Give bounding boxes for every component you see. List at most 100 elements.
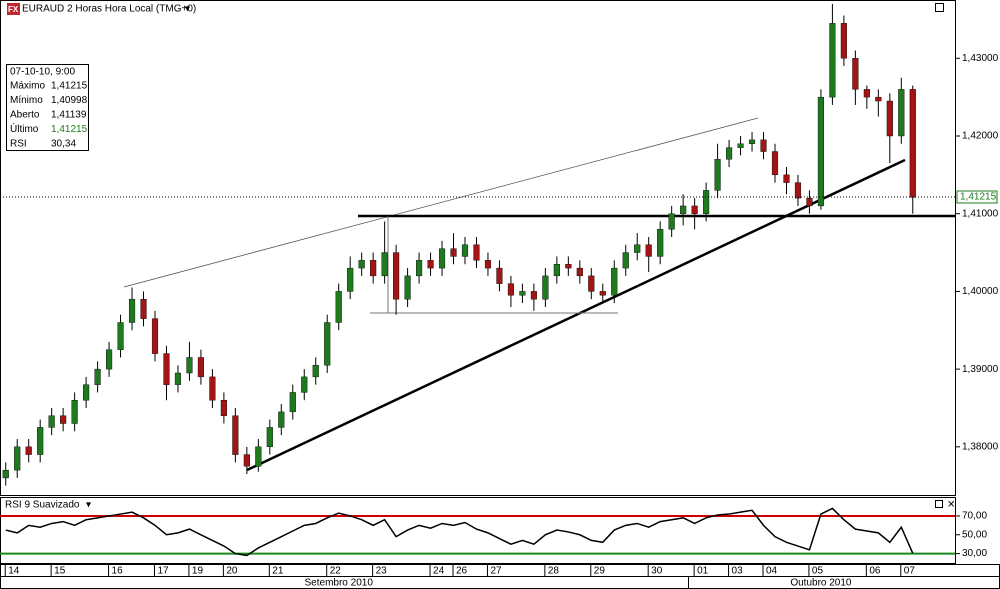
candle-body <box>852 58 859 90</box>
candle-body <box>817 96 824 207</box>
candle-body <box>703 190 710 214</box>
candle-body <box>438 248 446 269</box>
candle-body <box>806 197 813 207</box>
candle-body <box>2 469 9 479</box>
candle-body <box>312 365 319 378</box>
x-tick-label: 04 <box>766 566 778 577</box>
x-tick-label: 06 <box>869 566 881 577</box>
info-box-frame <box>6 64 89 151</box>
candle-body <box>151 318 159 354</box>
candle-body <box>347 267 354 292</box>
candle-body <box>599 291 606 296</box>
info-label: Máximo <box>10 81 45 92</box>
candle-body <box>266 427 273 448</box>
candle-body <box>209 376 216 401</box>
candle-body <box>163 353 170 385</box>
candle-body <box>117 322 124 350</box>
x-tick-label: 29 <box>594 566 606 577</box>
candle-body <box>450 248 457 257</box>
fx-icon <box>7 3 20 15</box>
candle-body <box>220 399 227 416</box>
candle-body <box>507 283 514 296</box>
candle-body <box>519 291 526 296</box>
x-tick-label: 23 <box>376 566 388 577</box>
x-tick-label: 03 <box>732 566 744 577</box>
month-label: Outubro 2010 <box>790 578 852 589</box>
candle-body <box>771 151 779 176</box>
rsi-maximize-button[interactable] <box>935 500 943 508</box>
rsi-dropdown[interactable]: ▾ <box>86 500 91 511</box>
y-tick-label: 30,00 <box>962 548 987 559</box>
candle-body <box>71 399 78 424</box>
candle-body <box>255 446 262 467</box>
candle-body <box>232 415 239 455</box>
candle-body <box>37 427 44 455</box>
info-value: 30,34 <box>51 139 76 150</box>
candle-body <box>863 89 870 98</box>
candle-body <box>875 96 882 102</box>
candle-body <box>668 213 675 230</box>
info-value: 1,41215 <box>51 81 88 92</box>
candle-body <box>634 244 641 253</box>
y-tick-label: 1,43000 <box>962 53 999 64</box>
candle-body <box>381 252 388 277</box>
rsi-close-button[interactable]: ✕ <box>947 500 955 511</box>
info-box: 07-10-10, 9:00 Máximo 1,41215 Mínimo 1,4099… <box>6 64 89 151</box>
x-tick-label: 27 <box>490 566 502 577</box>
candle-body <box>324 322 331 366</box>
candle-body <box>358 260 365 269</box>
x-tick-label: 21 <box>272 566 284 577</box>
x-tick-label: 20 <box>226 566 238 577</box>
chart-title: EURAUD 2 Horas Hora Local (TMG+0) <box>22 4 196 15</box>
candle-body <box>393 252 400 300</box>
candle-body <box>278 411 285 428</box>
candle-body <box>898 89 905 137</box>
x-tick-label: 24 <box>433 566 445 577</box>
candle-body <box>186 357 193 374</box>
candle-body <box>576 267 583 277</box>
candle-body <box>83 384 90 401</box>
candle-body <box>128 298 136 323</box>
y-tick-label: 70,00 <box>962 511 987 522</box>
candle-body <box>427 260 434 269</box>
candle-body <box>760 139 767 152</box>
x-tick-label: 28 <box>548 566 560 577</box>
y-tick-label: 1,42000 <box>962 131 999 142</box>
candle-body <box>25 446 32 455</box>
last-price-label: 1,41215 <box>960 192 997 203</box>
y-tick-label: 1,38000 <box>962 441 999 452</box>
x-tick-label: 17 <box>157 566 169 577</box>
candle-body <box>461 244 469 257</box>
candle-body <box>289 392 296 413</box>
month-label: Setembro 2010 <box>305 578 374 589</box>
candle-body <box>645 244 652 257</box>
x-tick-label: 22 <box>330 566 342 577</box>
y-tick-label: 1,41000 <box>962 208 999 219</box>
fx-icon-text: FX <box>8 5 19 14</box>
candle-body <box>622 252 629 269</box>
x-tick-label: 14 <box>8 566 20 577</box>
x-tick-label: 19 <box>192 566 204 577</box>
info-value: 1,40998 <box>51 95 88 106</box>
candle-body <box>611 267 618 296</box>
candle-body <box>243 454 250 467</box>
maximize-button[interactable] <box>935 3 944 12</box>
info-value: 1,41139 <box>51 110 87 121</box>
candle-body <box>60 415 67 424</box>
candle-body <box>496 267 503 284</box>
price-panel-frame <box>0 0 956 496</box>
candle-body <box>840 23 847 59</box>
candle-body <box>657 229 664 257</box>
info-header: 07-10-10, 9:00 <box>10 67 75 78</box>
candle-body <box>748 139 756 144</box>
candle-body <box>794 182 802 199</box>
candle-body <box>737 143 744 148</box>
info-label: Aberto <box>10 110 40 121</box>
candle-body <box>565 264 572 269</box>
rsi-title: RSI 9 Suavizado <box>5 500 80 511</box>
title-dropdown[interactable]: ▾ <box>185 4 190 15</box>
y-tick-label: 50,00 <box>962 529 987 540</box>
y-tick-label: 1,39000 <box>962 364 999 375</box>
candle-body <box>370 260 377 277</box>
candle-body <box>106 349 113 370</box>
